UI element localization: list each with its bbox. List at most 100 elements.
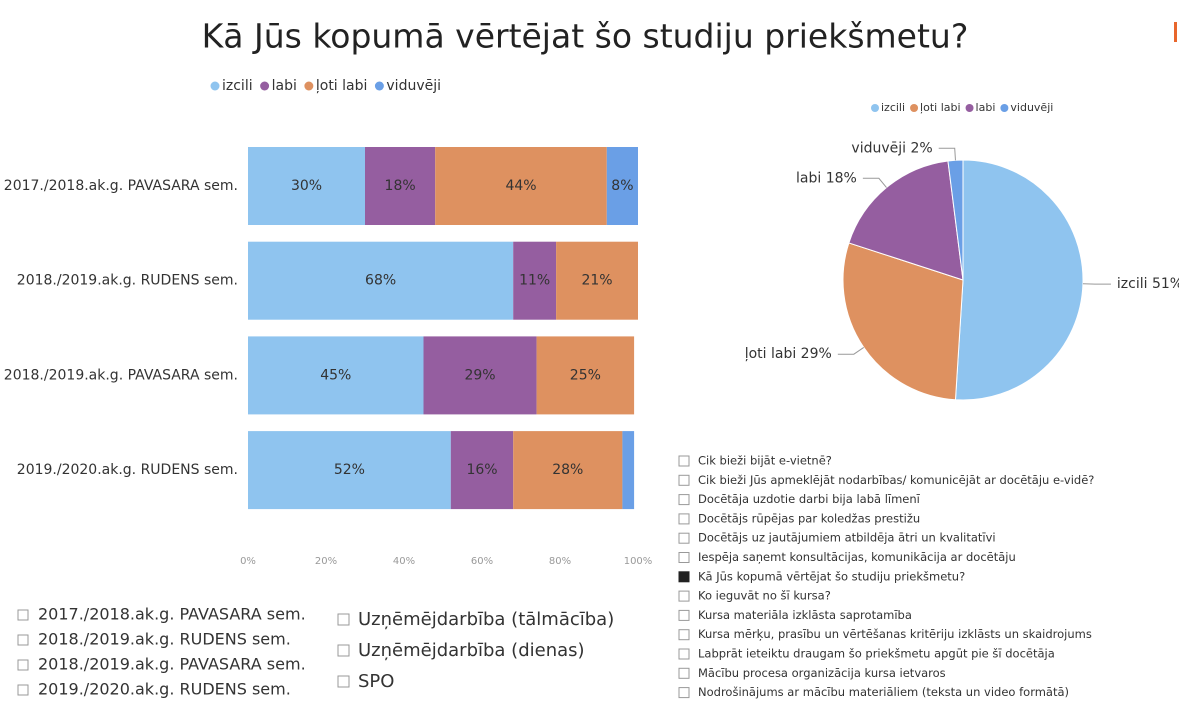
bar-segment (513, 431, 623, 510)
data-label: izcili 51% (1117, 276, 1179, 292)
pie-slice (954, 159, 1084, 401)
leader-line (862, 177, 887, 188)
legend-marker (1000, 104, 1009, 112)
checkbox[interactable] (678, 494, 690, 506)
pie-slice (848, 160, 964, 281)
checkbox[interactable] (678, 629, 690, 641)
slicer-item[interactable]: Iespēja saņemt konsultācijas, komunikāci… (698, 550, 1016, 564)
slicer-item[interactable]: Mācību procesa organizācija kursa ietvar… (698, 666, 946, 680)
leader-line (938, 147, 956, 161)
data-label: 18% (385, 178, 416, 194)
leader-line (837, 347, 865, 355)
bar-segment (606, 147, 638, 225)
slicer-item[interactable]: Cik bieži bijāt e-vietnē? (698, 454, 832, 468)
slicer-item[interactable]: Kā Jūs kopumā vērtējat šo studiju priekš… (698, 569, 965, 583)
data-label: 52% (334, 462, 365, 478)
legend-label: viduvēji (386, 78, 441, 94)
category-label: 2018./2019.ak.g. PAVASARA sem. (4, 367, 238, 383)
checkbox[interactable] (17, 634, 29, 646)
slicer-item[interactable]: SPO (358, 671, 394, 692)
legend-label: viduvēji (1010, 101, 1053, 114)
legend-label: ļoti labi (920, 101, 961, 114)
data-label: labi 18% (796, 170, 857, 186)
x-tick-label: 0% (240, 556, 256, 567)
category-label: 2018./2019.ak.g. RUDENS sem. (17, 273, 238, 289)
legend-marker (871, 104, 879, 112)
bar-segment (365, 147, 436, 225)
checkbox[interactable] (678, 532, 690, 544)
checkbox[interactable] (678, 687, 690, 699)
slicer-item[interactable]: 2018./2019.ak.g. RUDENS sem. (38, 630, 291, 649)
data-label: 16% (466, 462, 497, 478)
bar-segment (248, 336, 424, 415)
x-tick-label: 60% (471, 556, 493, 567)
data-label: ļoti labi 29% (745, 346, 832, 362)
data-label: 29% (464, 367, 495, 383)
legend-label: ļoti labi (316, 78, 368, 94)
bar-segment (450, 431, 514, 510)
bar-segment (622, 431, 635, 510)
checkbox[interactable] (17, 609, 29, 621)
data-label: 11% (519, 273, 550, 289)
corner-accent (1174, 22, 1177, 42)
slicer-item[interactable]: Docētājs uz jautājumiem atbildēja ātri u… (698, 531, 996, 545)
data-label: 8% (611, 178, 633, 194)
bar-segment (556, 241, 638, 320)
slicer-item[interactable]: Cik bieži Jūs apmeklējāt nodarbības/ kom… (698, 473, 1094, 487)
legend-marker (374, 81, 384, 91)
bar-segment (248, 241, 514, 320)
data-label: 30% (291, 178, 322, 194)
x-tick-label: 100% (624, 556, 653, 567)
slicer-item[interactable]: Nodrošinājums ar mācību materiāliem (tek… (698, 685, 1069, 699)
slicer-item[interactable]: Uzņēmējdarbība (dienas) (358, 640, 585, 661)
checkbox[interactable] (678, 571, 690, 583)
legend-marker (304, 81, 314, 91)
bar-segment (248, 431, 451, 510)
category-label: 2017./2018.ak.g. PAVASARA sem. (4, 178, 238, 194)
legend-label: izcili (881, 101, 905, 114)
data-label: 25% (570, 367, 601, 383)
checkbox[interactable] (337, 613, 350, 626)
checkbox[interactable] (678, 648, 690, 660)
x-tick-label: 80% (549, 556, 571, 567)
slicer-item[interactable]: 2017./2018.ak.g. PAVASARA sem. (38, 605, 306, 624)
legend-label: izcili (222, 78, 253, 94)
slicer-item[interactable]: Kursa materiāla izklāsta saprotamība (698, 608, 912, 622)
slicer-item[interactable]: Kursa mērķu, prasību un vērtēšanas kritē… (698, 627, 1092, 641)
slicer-item[interactable]: Uzņēmējdarbība (tālmācība) (358, 609, 614, 630)
bar-segment (248, 147, 365, 225)
bar-segment (423, 336, 537, 415)
checkbox[interactable] (678, 590, 690, 602)
checkbox[interactable] (337, 675, 350, 688)
data-label: 44% (505, 178, 536, 194)
checkbox[interactable] (678, 474, 690, 486)
data-label: viduvēji 2% (851, 140, 932, 156)
checkbox[interactable] (678, 513, 690, 525)
legend-marker (965, 104, 974, 112)
bar-segment (536, 336, 635, 415)
legend-label: labi (976, 101, 996, 114)
slicer-item[interactable]: Docētāja uzdotie darbi bija labā līmenī (698, 492, 921, 506)
checkbox[interactable] (678, 609, 690, 621)
checkbox[interactable] (678, 552, 690, 563)
slicer-item[interactable]: Ko ieguvāt no šī kursa? (698, 589, 831, 603)
checkbox[interactable] (17, 684, 29, 696)
pie-slice (842, 242, 964, 401)
slicer-item[interactable]: 2018./2019.ak.g. PAVASARA sem. (38, 655, 306, 674)
page-title: Kā Jūs kopumā vērtējat šo studiju priekš… (202, 17, 969, 56)
data-label: 45% (320, 367, 351, 383)
checkbox[interactable] (678, 667, 690, 679)
checkbox[interactable] (17, 659, 29, 671)
slicer-item[interactable]: 2019./2020.ak.g. RUDENS sem. (38, 680, 291, 699)
legend-marker (260, 81, 270, 91)
checkbox[interactable] (337, 644, 350, 657)
slicer-item[interactable]: Labprāt ieteiktu draugam šo priekšmetu a… (698, 647, 1055, 661)
checkbox[interactable] (678, 455, 690, 467)
data-label: 28% (552, 462, 583, 478)
category-label: 2019./2020.ak.g. RUDENS sem. (17, 462, 238, 478)
slicer-item[interactable]: Docētājs rūpējas par koledžas prestižu (698, 511, 920, 525)
bar-segment (513, 241, 557, 320)
legend-label: labi (272, 78, 297, 94)
data-label: 68% (365, 273, 396, 289)
